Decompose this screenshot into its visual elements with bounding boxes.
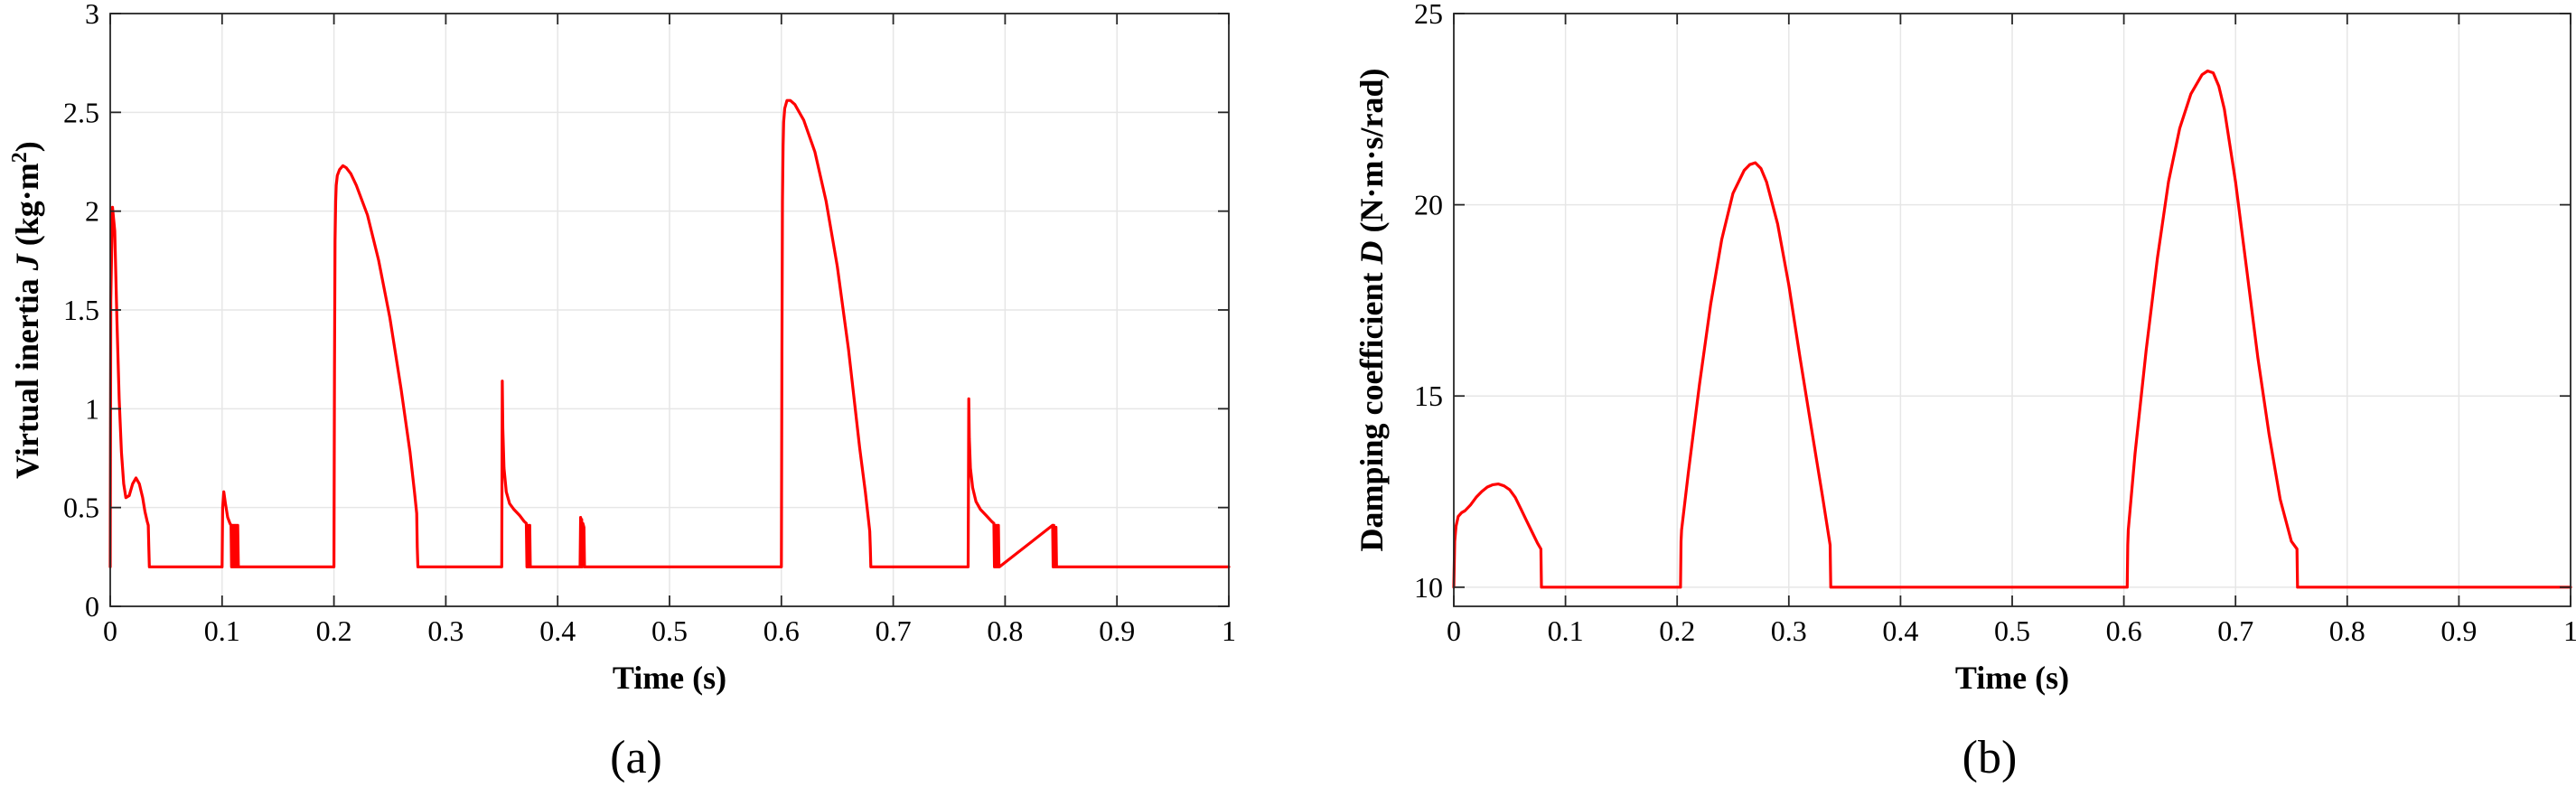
- panel-b-x-tick-label: 1: [2563, 614, 2576, 647]
- panel-a-grid: [110, 14, 1229, 606]
- panel-a-chart: 0 0.1 0.2 0.3 0.4 0.5 0.6 0.7 0.8 0.9 1 0 0.5 1 1.5 2 2…: [8, 0, 1236, 783]
- panel-b-y-tick-label: 10: [1414, 571, 1443, 604]
- panel-a-x-tick-label: 0.4: [539, 614, 576, 647]
- panel-b-x-tick-label: 0.6: [2106, 614, 2142, 647]
- panel-a-x-tick-label: 0.3: [427, 614, 464, 647]
- panel-a-y-tick-label: 3: [85, 0, 99, 30]
- panel-b-x-tick-label: 0.2: [1659, 614, 1695, 647]
- panel-b-label: (b): [1962, 732, 2018, 783]
- panel-a-series-line-0: [108, 98, 1231, 568]
- panel-b-x-tick-label: 0.7: [2217, 614, 2253, 647]
- panel-a-x-tick-label: 0.9: [1099, 614, 1135, 647]
- panel-a-x-tick-label: 0.5: [651, 614, 688, 647]
- panel-a-y-tick-label: 1: [85, 392, 99, 425]
- panel-a-y-tick-label: 1.5: [63, 294, 99, 326]
- panel-a-x-tick-label: 0.8: [987, 614, 1023, 647]
- panel-a-y-axis-label: Virtual inertia J (kg·m2): [8, 141, 45, 479]
- panel-b-x-tick-label: 0.1: [1548, 614, 1584, 647]
- panel-a-x-tick-label: 1: [1222, 614, 1236, 647]
- panel-b-x-tick-label: 0.3: [1771, 614, 1807, 647]
- panel-b-x-tick-label: 0: [1447, 614, 1461, 647]
- panel-a-xtick-labels: 0 0.1 0.2 0.3 0.4 0.5 0.6 0.7 0.8 0.9 1: [103, 614, 1236, 647]
- panel-a-series: [108, 98, 1231, 568]
- panel-b-series-line-0: [1452, 69, 2572, 589]
- panel-a-x-tick-label: 0.1: [204, 614, 240, 647]
- panel-b-series: [1452, 69, 2572, 589]
- panel-a-y-tick-label: 0.5: [63, 492, 99, 524]
- panel-b-chart: 0 0.1 0.2 0.3 0.4 0.5 0.6 0.7 0.8 0.9 1 10 15 20 25 T…: [1354, 0, 2576, 783]
- panel-b-x-tick-label: 0.9: [2440, 614, 2477, 647]
- panel-b-y-axis-label: Damping coefficient D (N·m·s/rad): [1354, 69, 1390, 552]
- panel-b-ytick-labels: 10 15 20 25: [1414, 0, 1443, 604]
- panel-a-x-axis-label: Time (s): [613, 660, 726, 696]
- panel-a-x-tick-label: 0.7: [876, 614, 912, 647]
- panel-a-x-tick-label: 0.2: [316, 614, 352, 647]
- panel-a-ytick-labels: 0 0.5 1 1.5 2 2.5 3: [63, 0, 99, 623]
- panel-b-x-tick-label: 0.8: [2329, 614, 2365, 647]
- panel-b-y-tick-label: 15: [1414, 380, 1443, 412]
- panel-b-x-tick-label: 0.4: [1882, 614, 1918, 647]
- panel-a-y-tick-label: 2.5: [63, 96, 99, 128]
- panel-b-ticks: [1453, 13, 2571, 606]
- panel-a-x-tick-label: 0: [103, 614, 117, 647]
- panel-a-ticks: [109, 13, 1230, 607]
- panel-a-y-tick-label: 2: [85, 195, 99, 228]
- panel-b-y-tick-label: 20: [1414, 189, 1443, 221]
- panel-b-x-tick-label: 0.5: [1994, 614, 2030, 647]
- panel-b-y-tick-label: 25: [1414, 0, 1443, 30]
- panel-b-grid: [1454, 14, 2571, 606]
- panel-a-x-tick-label: 0.6: [763, 614, 800, 647]
- panel-a-y-tick-label: 0: [85, 590, 99, 623]
- panel-a-label: (a): [610, 732, 662, 783]
- panel-b-xtick-labels: 0 0.1 0.2 0.3 0.4 0.5 0.6 0.7 0.8 0.9 1: [1447, 614, 2576, 647]
- panel-b-x-axis-label: Time (s): [1955, 660, 2069, 696]
